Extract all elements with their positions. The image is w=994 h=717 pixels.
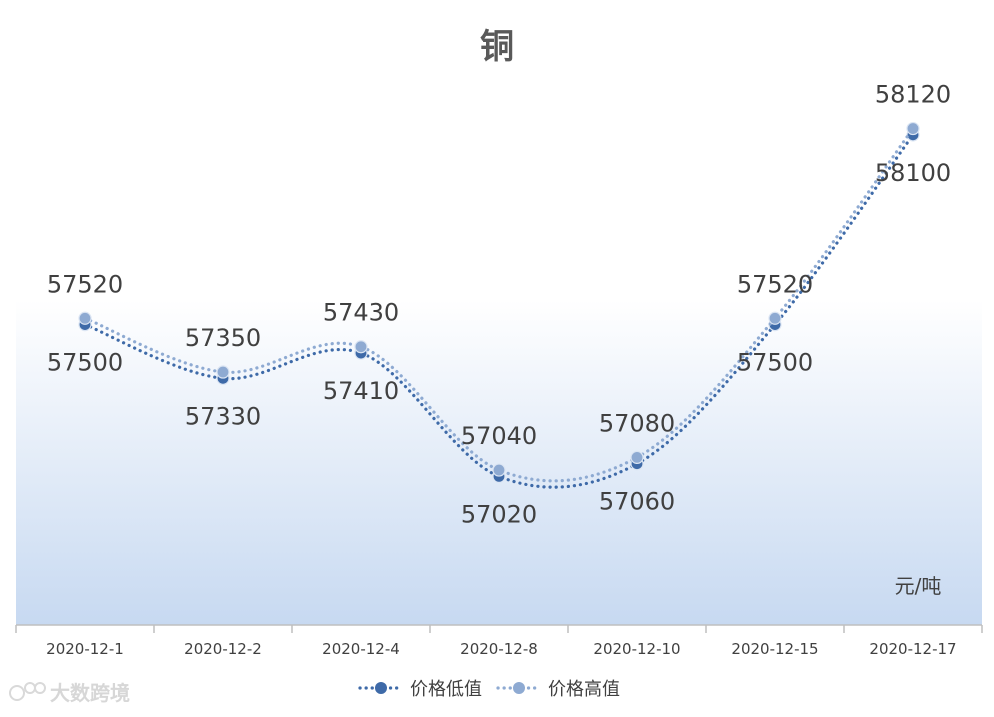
series-layer: [78, 121, 920, 489]
x-tick-label: 2020-12-4: [322, 640, 400, 658]
series-line: [83, 126, 915, 483]
watermark: 大数跨境: [9, 681, 130, 705]
data-label-high: 57350: [185, 324, 261, 352]
chart-title: 铜: [480, 27, 514, 67]
data-label-low: 57020: [461, 500, 537, 528]
x-axis: 2020-12-1 2020-12-2 2020-12-4 2020-12-8 2020…: [15, 624, 983, 658]
data-label-low: 57500: [737, 349, 813, 377]
legend-label: 价格低值: [410, 679, 482, 700]
x-tick-label: 2020-12-10: [593, 640, 680, 658]
data-label-low: 57330: [185, 402, 261, 430]
data-point: [78, 311, 92, 325]
x-tick-label: 2020-12-15: [731, 640, 818, 658]
x-tick-label: 2020-12-2: [184, 640, 262, 658]
legend-item: 价格高值: [496, 679, 620, 700]
data-point: [216, 365, 230, 379]
legend-label: 价格高值: [548, 679, 620, 700]
data-label-low: 57500: [47, 349, 123, 377]
legend-marker-icon: [513, 682, 525, 694]
watermark-logo-icon: [9, 682, 46, 701]
data-point: [630, 450, 644, 465]
data-label-high: 57040: [461, 422, 537, 450]
legend: 价格低值 价格高值: [358, 679, 620, 700]
data-point: [492, 463, 506, 477]
plot-background: [16, 300, 982, 625]
x-tick-label: 2020-12-1: [46, 640, 124, 658]
data-label-low: 57410: [323, 377, 399, 405]
data-point: [354, 340, 368, 354]
data-labels: 57520 57350 57430 57040 57080 57520 58120 57500…: [47, 81, 951, 529]
data-label-high: 57080: [599, 409, 675, 437]
data-point: [906, 121, 920, 136]
watermark-text: 大数跨境: [50, 681, 130, 705]
series-line: [83, 133, 915, 489]
legend-marker-icon: [375, 682, 387, 694]
x-tick-label: 2020-12-17: [869, 640, 956, 658]
data-point: [768, 311, 782, 325]
data-label-high: 57430: [323, 299, 399, 327]
data-label-high: 57520: [737, 270, 813, 298]
data-label-low: 57060: [599, 488, 675, 516]
series-high: [78, 121, 920, 483]
x-tick-label: 2020-12-8: [460, 640, 538, 658]
unit-label: 元/吨: [895, 574, 942, 598]
data-label-high: 58120: [875, 81, 951, 109]
data-label-high: 57520: [47, 270, 123, 298]
data-label-low: 58100: [875, 159, 951, 187]
legend-item: 价格低值: [358, 679, 482, 700]
